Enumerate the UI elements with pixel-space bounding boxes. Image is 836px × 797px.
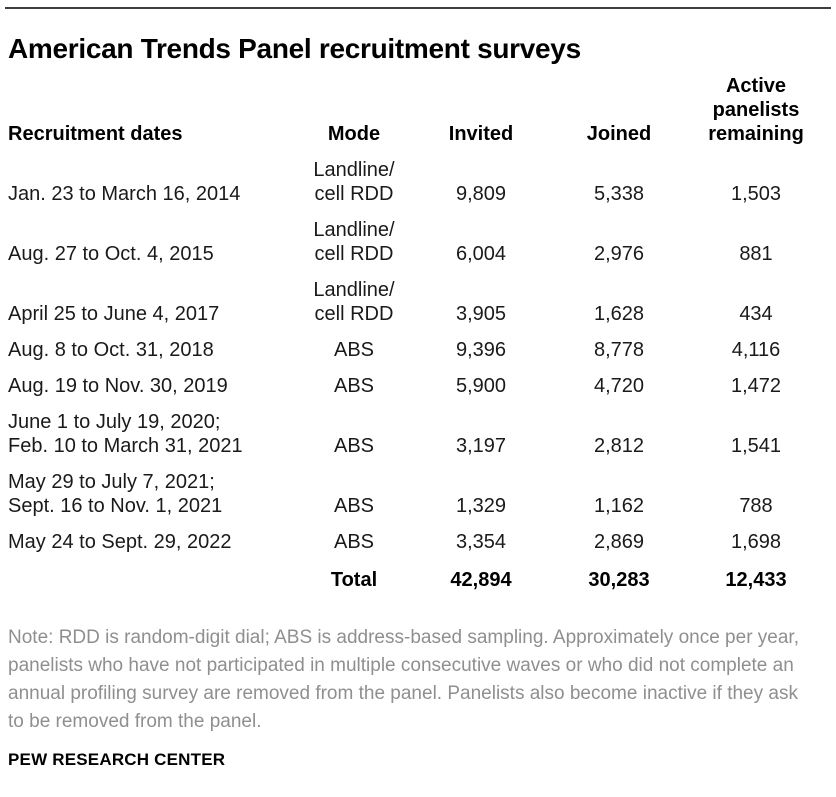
source-label: PEW RESEARCH CENTER xyxy=(8,750,226,769)
cell-dates: Jan. 23 to March 16, 2014 xyxy=(8,183,241,205)
table-row: May 24 to Sept. 29, 2022 ABS 3,354 2,869… xyxy=(8,518,824,554)
cell-joined: 4,720 xyxy=(593,375,645,397)
cell-joined: 5,338 xyxy=(593,183,645,205)
cell-invited: 3,197 xyxy=(455,435,507,457)
cell-mode: ABS xyxy=(333,435,375,457)
cell-mode: ABS xyxy=(333,339,375,361)
cell-invited: 3,905 xyxy=(455,303,507,325)
cell-dates: June 1 to July 19, 2020; Feb. 10 to Marc… xyxy=(8,411,243,457)
cell-mode: ABS xyxy=(333,531,375,553)
cell-active: 434 xyxy=(739,303,773,325)
cell-active: 1,472 xyxy=(730,375,782,397)
cell-dates: May 29 to July 7, 2021; Sept. 16 to Nov.… xyxy=(8,471,223,517)
table-row: April 25 to June 4, 2017 Landline/ cell … xyxy=(8,266,824,326)
total-label: Total xyxy=(330,569,378,591)
column-header-joined: Joined xyxy=(586,123,652,145)
total-invited: 42,894 xyxy=(450,569,512,591)
total-joined: 30,283 xyxy=(588,569,650,591)
table-row: May 29 to July 7, 2021; Sept. 16 to Nov.… xyxy=(8,458,824,518)
recruitment-surveys-table: Recruitment dates Mode Invited Joined Ac… xyxy=(8,74,824,592)
table-header: Recruitment dates Mode Invited Joined Ac… xyxy=(8,74,824,146)
cell-dates: Aug. 27 to Oct. 4, 2015 xyxy=(8,243,214,265)
cell-active: 881 xyxy=(739,243,773,265)
header-row: Recruitment dates Mode Invited Joined Ac… xyxy=(8,74,824,146)
page-title: American Trends Panel recruitment survey… xyxy=(8,33,581,64)
cell-invited: 5,900 xyxy=(455,375,507,397)
cell-invited: 9,396 xyxy=(455,339,507,361)
table-body: Jan. 23 to March 16, 2014 Landline/ cell… xyxy=(8,146,824,592)
cell-mode: Landline/ cell RDD xyxy=(313,159,395,205)
cell-dates: April 25 to June 4, 2017 xyxy=(8,303,220,325)
top-divider xyxy=(5,7,831,9)
total-active: 12,433 xyxy=(725,569,787,591)
cell-joined: 2,812 xyxy=(593,435,645,457)
column-header-recruitment-dates: Recruitment dates xyxy=(8,123,183,145)
table-row: Jan. 23 to March 16, 2014 Landline/ cell… xyxy=(8,146,824,206)
cell-mode: ABS xyxy=(333,495,375,517)
cell-active: 1,503 xyxy=(730,183,782,205)
cell-dates: Aug. 8 to Oct. 31, 2018 xyxy=(8,339,214,361)
table-row: Aug. 19 to Nov. 30, 2019 ABS 5,900 4,720… xyxy=(8,362,824,398)
cell-joined: 8,778 xyxy=(593,339,645,361)
cell-invited: 1,329 xyxy=(455,495,507,517)
cell-mode: ABS xyxy=(333,375,375,397)
cell-invited: 6,004 xyxy=(455,243,507,265)
cell-dates: May 24 to Sept. 29, 2022 xyxy=(8,531,232,553)
cell-joined: 2,869 xyxy=(593,531,645,553)
cell-joined: 2,976 xyxy=(593,243,645,265)
total-row: Total 42,894 30,283 12,433 xyxy=(8,554,824,592)
cell-active: 788 xyxy=(739,495,773,517)
cell-mode: Landline/ cell RDD xyxy=(313,219,395,265)
cell-active: 4,116 xyxy=(731,339,781,361)
cell-total-spacer xyxy=(8,554,296,592)
table-row: June 1 to July 19, 2020; Feb. 10 to Marc… xyxy=(8,398,824,458)
pew-table-figure: American Trends Panel recruitment survey… xyxy=(0,7,836,797)
cell-invited: 9,809 xyxy=(455,183,507,205)
cell-joined: 1,162 xyxy=(593,495,645,517)
cell-active: 1,541 xyxy=(730,435,782,457)
table-row: Aug. 8 to Oct. 31, 2018 ABS 9,396 8,778 … xyxy=(8,326,824,362)
note-text: Note: RDD is random-digit dial; ABS is a… xyxy=(8,627,799,732)
column-header-invited: Invited xyxy=(448,123,514,145)
column-header-mode: Mode xyxy=(327,123,381,145)
cell-active: 1,698 xyxy=(730,531,782,553)
cell-joined: 1,628 xyxy=(593,303,645,325)
cell-invited: 3,354 xyxy=(455,531,507,553)
cell-mode: Landline/ cell RDD xyxy=(313,279,395,325)
table-row: Aug. 27 to Oct. 4, 2015 Landline/ cell R… xyxy=(8,206,824,266)
column-header-active-panelists-remaining: Active panelists remaining xyxy=(708,75,804,145)
cell-dates: Aug. 19 to Nov. 30, 2019 xyxy=(8,375,228,397)
